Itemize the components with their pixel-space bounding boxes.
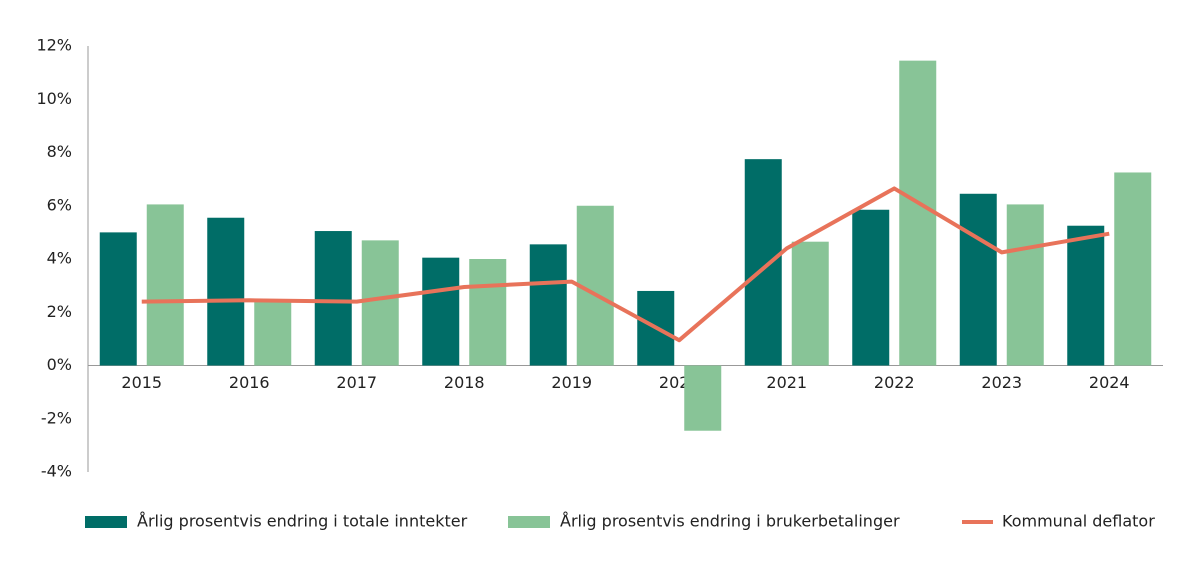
bar bbox=[469, 259, 507, 366]
legend-label: Årlig prosentvis endring i totale inntek… bbox=[137, 512, 468, 531]
legend-swatch bbox=[508, 516, 550, 528]
x-tick-label: 2024 bbox=[1089, 373, 1130, 392]
bar bbox=[361, 240, 399, 366]
x-tick-label: 2023 bbox=[981, 373, 1022, 392]
y-tick-label: 12% bbox=[36, 36, 72, 55]
legend-label: Årlig prosentvis endring i brukerbetalin… bbox=[560, 512, 900, 531]
x-tick-label: 2015 bbox=[121, 373, 162, 392]
bar bbox=[254, 301, 292, 366]
bar bbox=[422, 257, 460, 366]
bar bbox=[1006, 204, 1044, 366]
bar bbox=[684, 365, 722, 431]
x-tick-label: 2021 bbox=[766, 373, 807, 392]
bar bbox=[899, 60, 937, 366]
bar bbox=[207, 217, 245, 366]
y-tick-label: 2% bbox=[47, 302, 72, 321]
x-tick-label: 2022 bbox=[874, 373, 915, 392]
y-tick-label: -2% bbox=[41, 408, 72, 427]
y-tick-label: 4% bbox=[47, 249, 72, 268]
bar bbox=[744, 159, 782, 366]
line bbox=[141, 186, 1110, 343]
y-tick-label: -4% bbox=[41, 462, 72, 481]
x-tick-label: 2016 bbox=[229, 373, 270, 392]
y-tick-label: 6% bbox=[47, 195, 72, 214]
bar bbox=[852, 209, 890, 366]
bar bbox=[529, 244, 567, 366]
legend-label: Kommunal deflator bbox=[1002, 512, 1155, 531]
bar bbox=[99, 232, 137, 366]
y-tick-label: 8% bbox=[47, 142, 72, 161]
bar bbox=[314, 231, 352, 366]
bar bbox=[1114, 172, 1152, 366]
y-tick-label: 10% bbox=[36, 89, 72, 108]
bar bbox=[146, 204, 184, 366]
x-tick-label: 2019 bbox=[551, 373, 592, 392]
x-tick-label: 2017 bbox=[336, 373, 377, 392]
legend-swatch bbox=[85, 516, 127, 528]
bar bbox=[959, 193, 997, 366]
y-tick-label: 0% bbox=[47, 355, 72, 374]
bar bbox=[1067, 225, 1105, 366]
x-tick-label: 2018 bbox=[444, 373, 485, 392]
bar bbox=[791, 241, 829, 366]
